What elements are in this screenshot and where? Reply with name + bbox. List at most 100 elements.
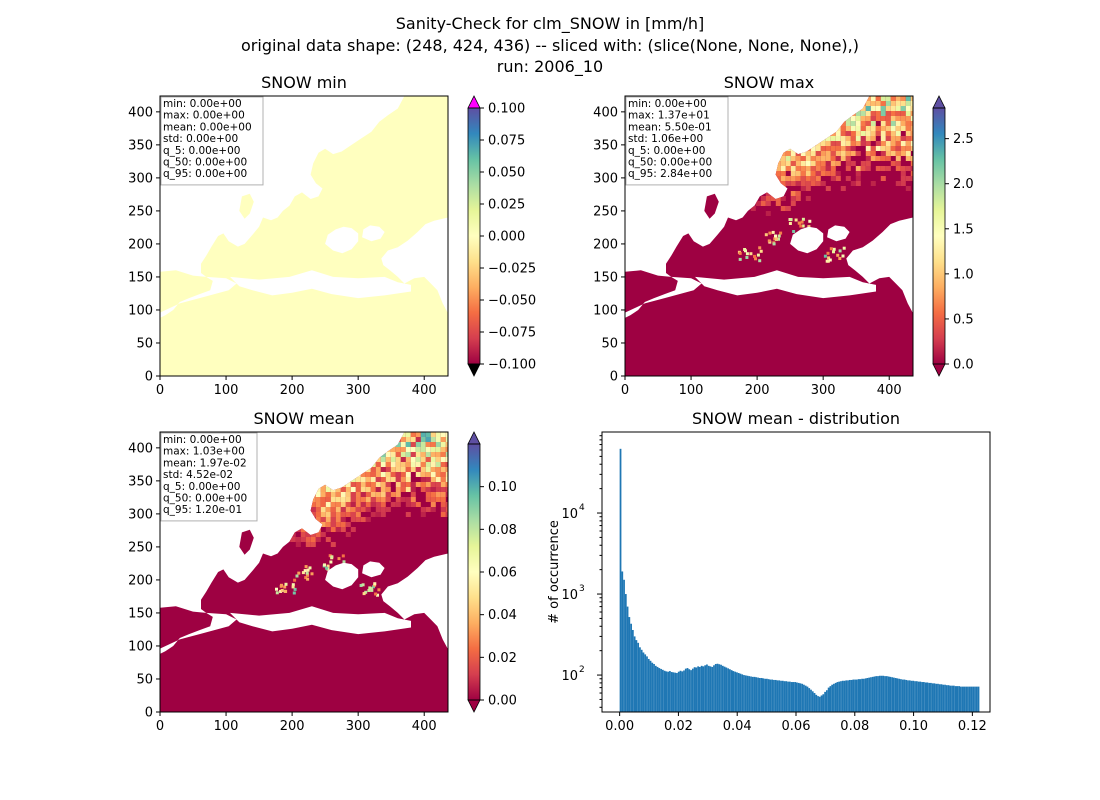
snow-cell bbox=[279, 584, 283, 588]
snow-cell bbox=[310, 527, 316, 532]
snow-cell bbox=[310, 477, 316, 482]
snow-cell bbox=[345, 482, 351, 487]
stats-line: max: 0.00e+00 bbox=[163, 110, 245, 122]
snow-cell bbox=[875, 126, 881, 131]
snow-cell bbox=[910, 131, 913, 136]
snow-cell bbox=[320, 497, 326, 502]
snow-cell bbox=[750, 161, 756, 166]
snow-cell bbox=[885, 111, 891, 116]
snow-cell bbox=[740, 191, 746, 196]
snow-cell bbox=[765, 176, 771, 181]
snow-cell bbox=[295, 487, 301, 492]
snow-cell bbox=[413, 598, 417, 602]
snow-cell bbox=[445, 472, 448, 477]
snow-cell bbox=[335, 517, 341, 522]
snow-cell bbox=[788, 222, 792, 225]
snow-cell bbox=[785, 126, 791, 131]
snow-cell bbox=[325, 472, 331, 477]
snow-cell bbox=[765, 201, 771, 206]
histogram-bar bbox=[720, 664, 722, 712]
histogram-bar bbox=[707, 665, 710, 712]
snow-cell bbox=[280, 452, 286, 457]
snow-cell bbox=[860, 161, 866, 166]
snow-cell bbox=[355, 447, 361, 452]
snow-cell bbox=[820, 96, 826, 101]
snow-cell bbox=[345, 442, 351, 447]
stats-line: mean: 5.50e-01 bbox=[628, 121, 712, 133]
snow-cell bbox=[850, 106, 856, 111]
snow-cell bbox=[840, 151, 846, 156]
snow-cell bbox=[360, 432, 366, 437]
histogram-bar bbox=[882, 675, 885, 712]
histogram-bar bbox=[766, 678, 768, 712]
snow-cell bbox=[435, 497, 441, 502]
snow-cell bbox=[305, 487, 311, 492]
snow-cell bbox=[300, 477, 306, 482]
snow-cell bbox=[310, 512, 316, 517]
snow-cell bbox=[830, 126, 836, 131]
snow-cell bbox=[815, 111, 821, 116]
snow-cell bbox=[840, 136, 846, 141]
x-tick-label: 400 bbox=[412, 719, 437, 734]
histogram-bar bbox=[663, 670, 666, 712]
snow-cell bbox=[300, 532, 306, 537]
snow-cell bbox=[855, 126, 861, 131]
snow-cell bbox=[285, 437, 291, 442]
colorbar-tick-label: 0.06 bbox=[488, 566, 517, 581]
histogram-bar bbox=[780, 680, 782, 712]
snow-cell bbox=[890, 146, 896, 151]
snow-cell bbox=[855, 106, 861, 111]
snow-cell bbox=[810, 136, 816, 141]
snow-cell bbox=[308, 566, 312, 570]
snow-cell bbox=[820, 121, 826, 126]
histogram-bar bbox=[716, 663, 719, 712]
snow-cell bbox=[790, 191, 796, 196]
snow-cell bbox=[795, 181, 801, 186]
snow-cell bbox=[375, 512, 381, 517]
snow-cell bbox=[785, 101, 791, 106]
snow-cell bbox=[770, 136, 776, 141]
snow-cell bbox=[430, 437, 436, 442]
snow-cell bbox=[355, 512, 361, 517]
snow-cell bbox=[265, 442, 271, 447]
y-tick-label: 250 bbox=[128, 540, 153, 555]
snow-cell bbox=[780, 136, 786, 141]
snow-cell bbox=[300, 457, 306, 462]
snow-cell bbox=[880, 106, 886, 111]
snow-cell bbox=[440, 432, 446, 437]
snow-cell bbox=[900, 166, 906, 171]
snow-cell bbox=[775, 126, 781, 131]
stats-box-frame bbox=[625, 96, 729, 186]
snow-cell bbox=[310, 432, 316, 437]
snow-cell bbox=[345, 487, 351, 492]
snow-cell bbox=[280, 517, 286, 522]
snow-cell bbox=[845, 146, 851, 151]
histogram-bar bbox=[649, 660, 652, 712]
snow-cell bbox=[765, 171, 771, 176]
snow-cell bbox=[375, 437, 381, 442]
snow-cell bbox=[765, 96, 771, 101]
snow-cell bbox=[420, 477, 426, 482]
snow-cell bbox=[290, 447, 296, 452]
snow-cell bbox=[320, 462, 326, 467]
snow-cell bbox=[315, 442, 321, 447]
snow-cell bbox=[755, 201, 761, 206]
snow-cell bbox=[805, 156, 811, 161]
snow-cell bbox=[260, 467, 266, 472]
snow-cell bbox=[878, 264, 882, 268]
snow-cell bbox=[810, 176, 816, 181]
stats-line: q_95: 0.00e+00 bbox=[163, 168, 247, 180]
snow-cell bbox=[735, 101, 741, 106]
snow-cell bbox=[380, 432, 386, 437]
snow-cell bbox=[420, 487, 426, 492]
figure-title-line-1: Sanity-Check for clm_SNOW in [mm/h] bbox=[396, 14, 704, 34]
snow-cell bbox=[840, 96, 846, 101]
snow-cell bbox=[285, 472, 291, 477]
snow-cell bbox=[350, 437, 356, 442]
snow-cell bbox=[775, 151, 781, 156]
snow-cell bbox=[910, 136, 913, 141]
snow-cell bbox=[350, 477, 356, 482]
snow-cell bbox=[795, 166, 801, 171]
histogram-bar bbox=[836, 682, 839, 712]
snow-cell bbox=[297, 571, 301, 575]
